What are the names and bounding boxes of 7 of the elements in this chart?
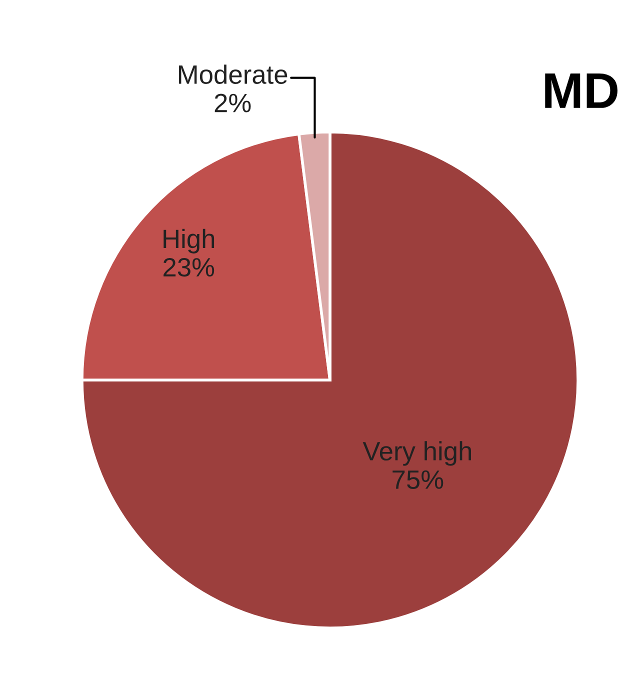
slice-label: High [164,228,214,254]
data-label: 23% [164,258,214,277]
slice-label: Very high [362,441,471,466]
slice-label: Moderate [179,64,288,84]
data-label: 75% [392,470,444,489]
chart-title: MD [545,74,618,108]
data-label: 2% [214,94,251,112]
